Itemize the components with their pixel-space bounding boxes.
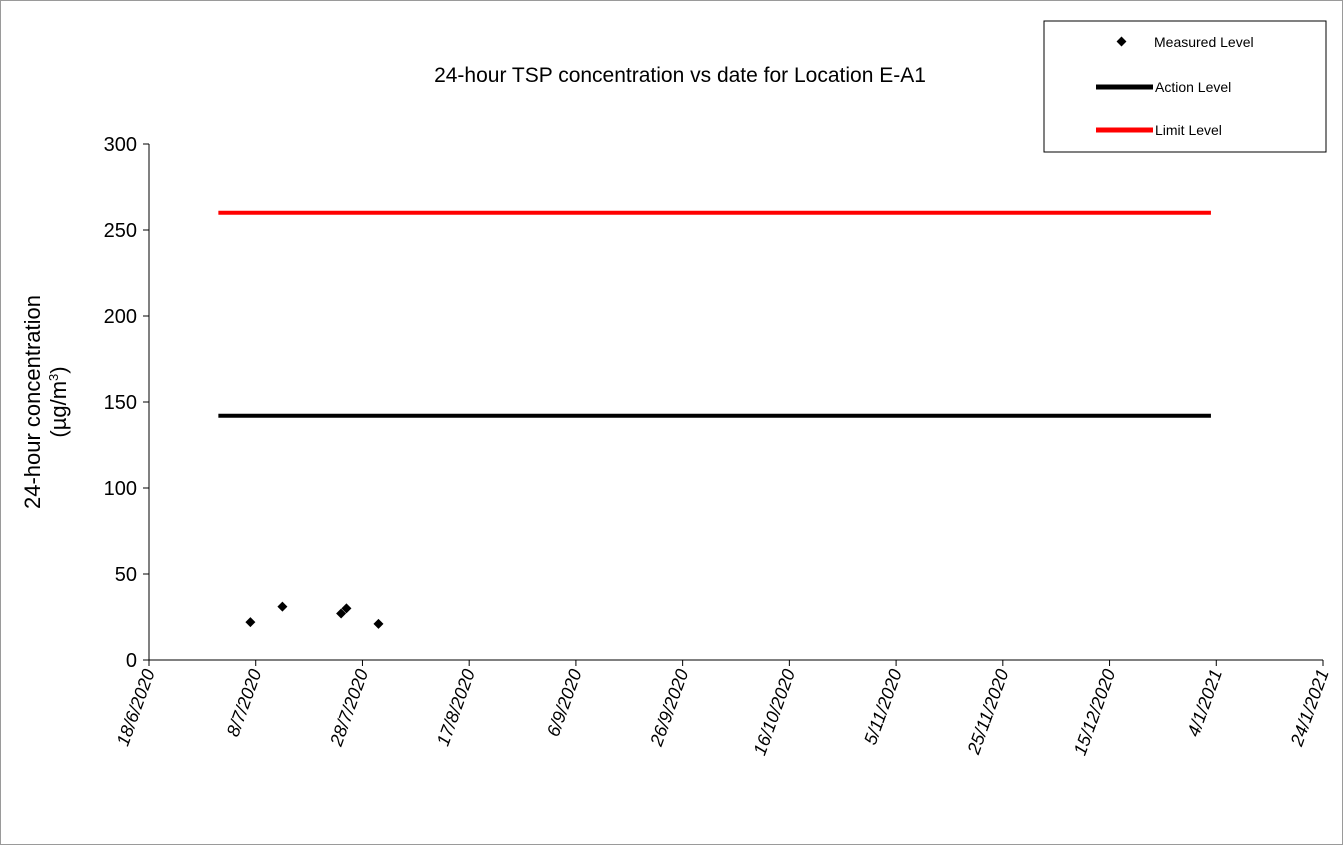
y-tick-label: 50	[115, 564, 137, 586]
y-axis-ticks: 0 50 100 150 200 250 300	[104, 134, 149, 672]
y-tick-label: 300	[104, 134, 137, 156]
chart-title: 24-hour TSP concentration vs date for Lo…	[434, 64, 926, 87]
y-tick-label: 0	[126, 650, 137, 672]
legend-marker-measured	[1116, 36, 1127, 47]
measured-level-point	[277, 601, 288, 612]
series-points	[245, 601, 384, 629]
x-tick-label: 4/1/2021	[1183, 667, 1226, 740]
x-tick-label: 8/7/2020	[223, 667, 266, 740]
y-tick-label: 100	[104, 478, 137, 500]
y-axis-label-unit-sup: 3	[46, 374, 61, 381]
y-axis-label-line1: 24-hour concentration	[20, 295, 45, 509]
measured-level-point	[336, 608, 347, 619]
series-lines	[218, 210, 1211, 418]
x-tick-label: 26/9/2020	[646, 667, 693, 750]
x-tick-label: 25/11/2020	[963, 667, 1012, 758]
y-tick-label: 250	[104, 220, 137, 242]
measured-level-point	[373, 618, 384, 629]
y-axis-label: 24-hour concentration	[20, 295, 45, 509]
measured-level-point	[341, 603, 352, 614]
y-tick-label: 150	[104, 392, 137, 414]
legend-box	[1043, 20, 1327, 153]
y-axis-label-unit-prefix: (µg/m	[46, 381, 71, 438]
y-axis-label-unit-suffix: )	[46, 366, 71, 373]
y-tick-label: 200	[104, 306, 137, 328]
x-tick-label: 18/6/2020	[113, 667, 159, 749]
legend-label-action: Action Level	[1155, 79, 1231, 95]
x-tick-label: 24/1/2021	[1286, 667, 1333, 750]
measured-level-point	[245, 617, 256, 628]
legend: Measured Level Action Level Limit Level	[1043, 20, 1327, 153]
x-tick-label: 28/7/2020	[326, 667, 373, 750]
x-tick-label: 5/11/2020	[860, 667, 906, 748]
x-tick-label: 17/8/2020	[433, 667, 479, 749]
x-tick-label: 15/12/2020	[1070, 667, 1120, 759]
x-tick-label: 6/9/2020	[543, 667, 586, 740]
x-tick-label: 16/10/2020	[750, 667, 800, 759]
y-axis-label-unit: (µg/m3)	[46, 366, 71, 437]
x-axis-ticks: 18/6/2020 8/7/2020 28/7/2020 17/8/2020 6/9/2…	[113, 660, 1333, 758]
legend-label-measured: Measured Level	[1154, 34, 1254, 50]
legend-label-limit: Limit Level	[1155, 122, 1222, 138]
